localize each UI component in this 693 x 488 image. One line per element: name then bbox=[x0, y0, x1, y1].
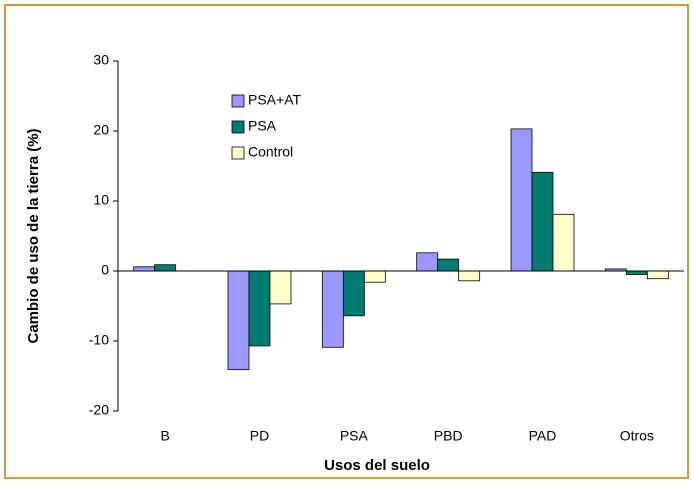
x-tick-label: Otros bbox=[620, 428, 654, 444]
bar bbox=[269, 270, 292, 305]
y-tick-label: 10 bbox=[93, 192, 109, 208]
bar bbox=[227, 270, 250, 371]
legend-swatch bbox=[231, 146, 245, 160]
bar bbox=[552, 213, 575, 272]
bar bbox=[342, 270, 365, 317]
bar bbox=[458, 270, 481, 282]
bar bbox=[133, 266, 156, 272]
legend-swatch bbox=[231, 94, 245, 108]
x-tick-label: PD bbox=[250, 428, 269, 444]
bar bbox=[510, 128, 533, 272]
y-tick-label: 20 bbox=[93, 122, 109, 138]
bar bbox=[646, 270, 669, 280]
x-tick-label: B bbox=[160, 428, 169, 444]
bar bbox=[416, 252, 439, 272]
bar bbox=[321, 270, 344, 348]
y-tick-label: 0 bbox=[101, 262, 109, 278]
bar bbox=[154, 264, 177, 272]
x-tick-label: PSA bbox=[340, 428, 369, 444]
y-tick-label: -10 bbox=[89, 332, 109, 348]
y-axis-label: Cambio de uso de la tierra (%) bbox=[25, 128, 42, 343]
bar bbox=[363, 270, 386, 283]
x-tick-label: PBD bbox=[434, 428, 463, 444]
x-tick-label: PAD bbox=[529, 428, 557, 444]
bar bbox=[437, 258, 460, 272]
bar bbox=[531, 171, 554, 272]
legend-label: PSA bbox=[248, 118, 277, 134]
legend-label: Control bbox=[248, 144, 293, 160]
y-tick-label: 30 bbox=[93, 52, 109, 68]
legend-label: PSA+AT bbox=[248, 92, 301, 108]
y-tick-label: -20 bbox=[89, 402, 109, 418]
bar bbox=[625, 270, 648, 275]
bar bbox=[248, 270, 271, 347]
x-axis-label: Usos del suelo bbox=[324, 457, 430, 474]
legend-swatch bbox=[231, 120, 245, 134]
